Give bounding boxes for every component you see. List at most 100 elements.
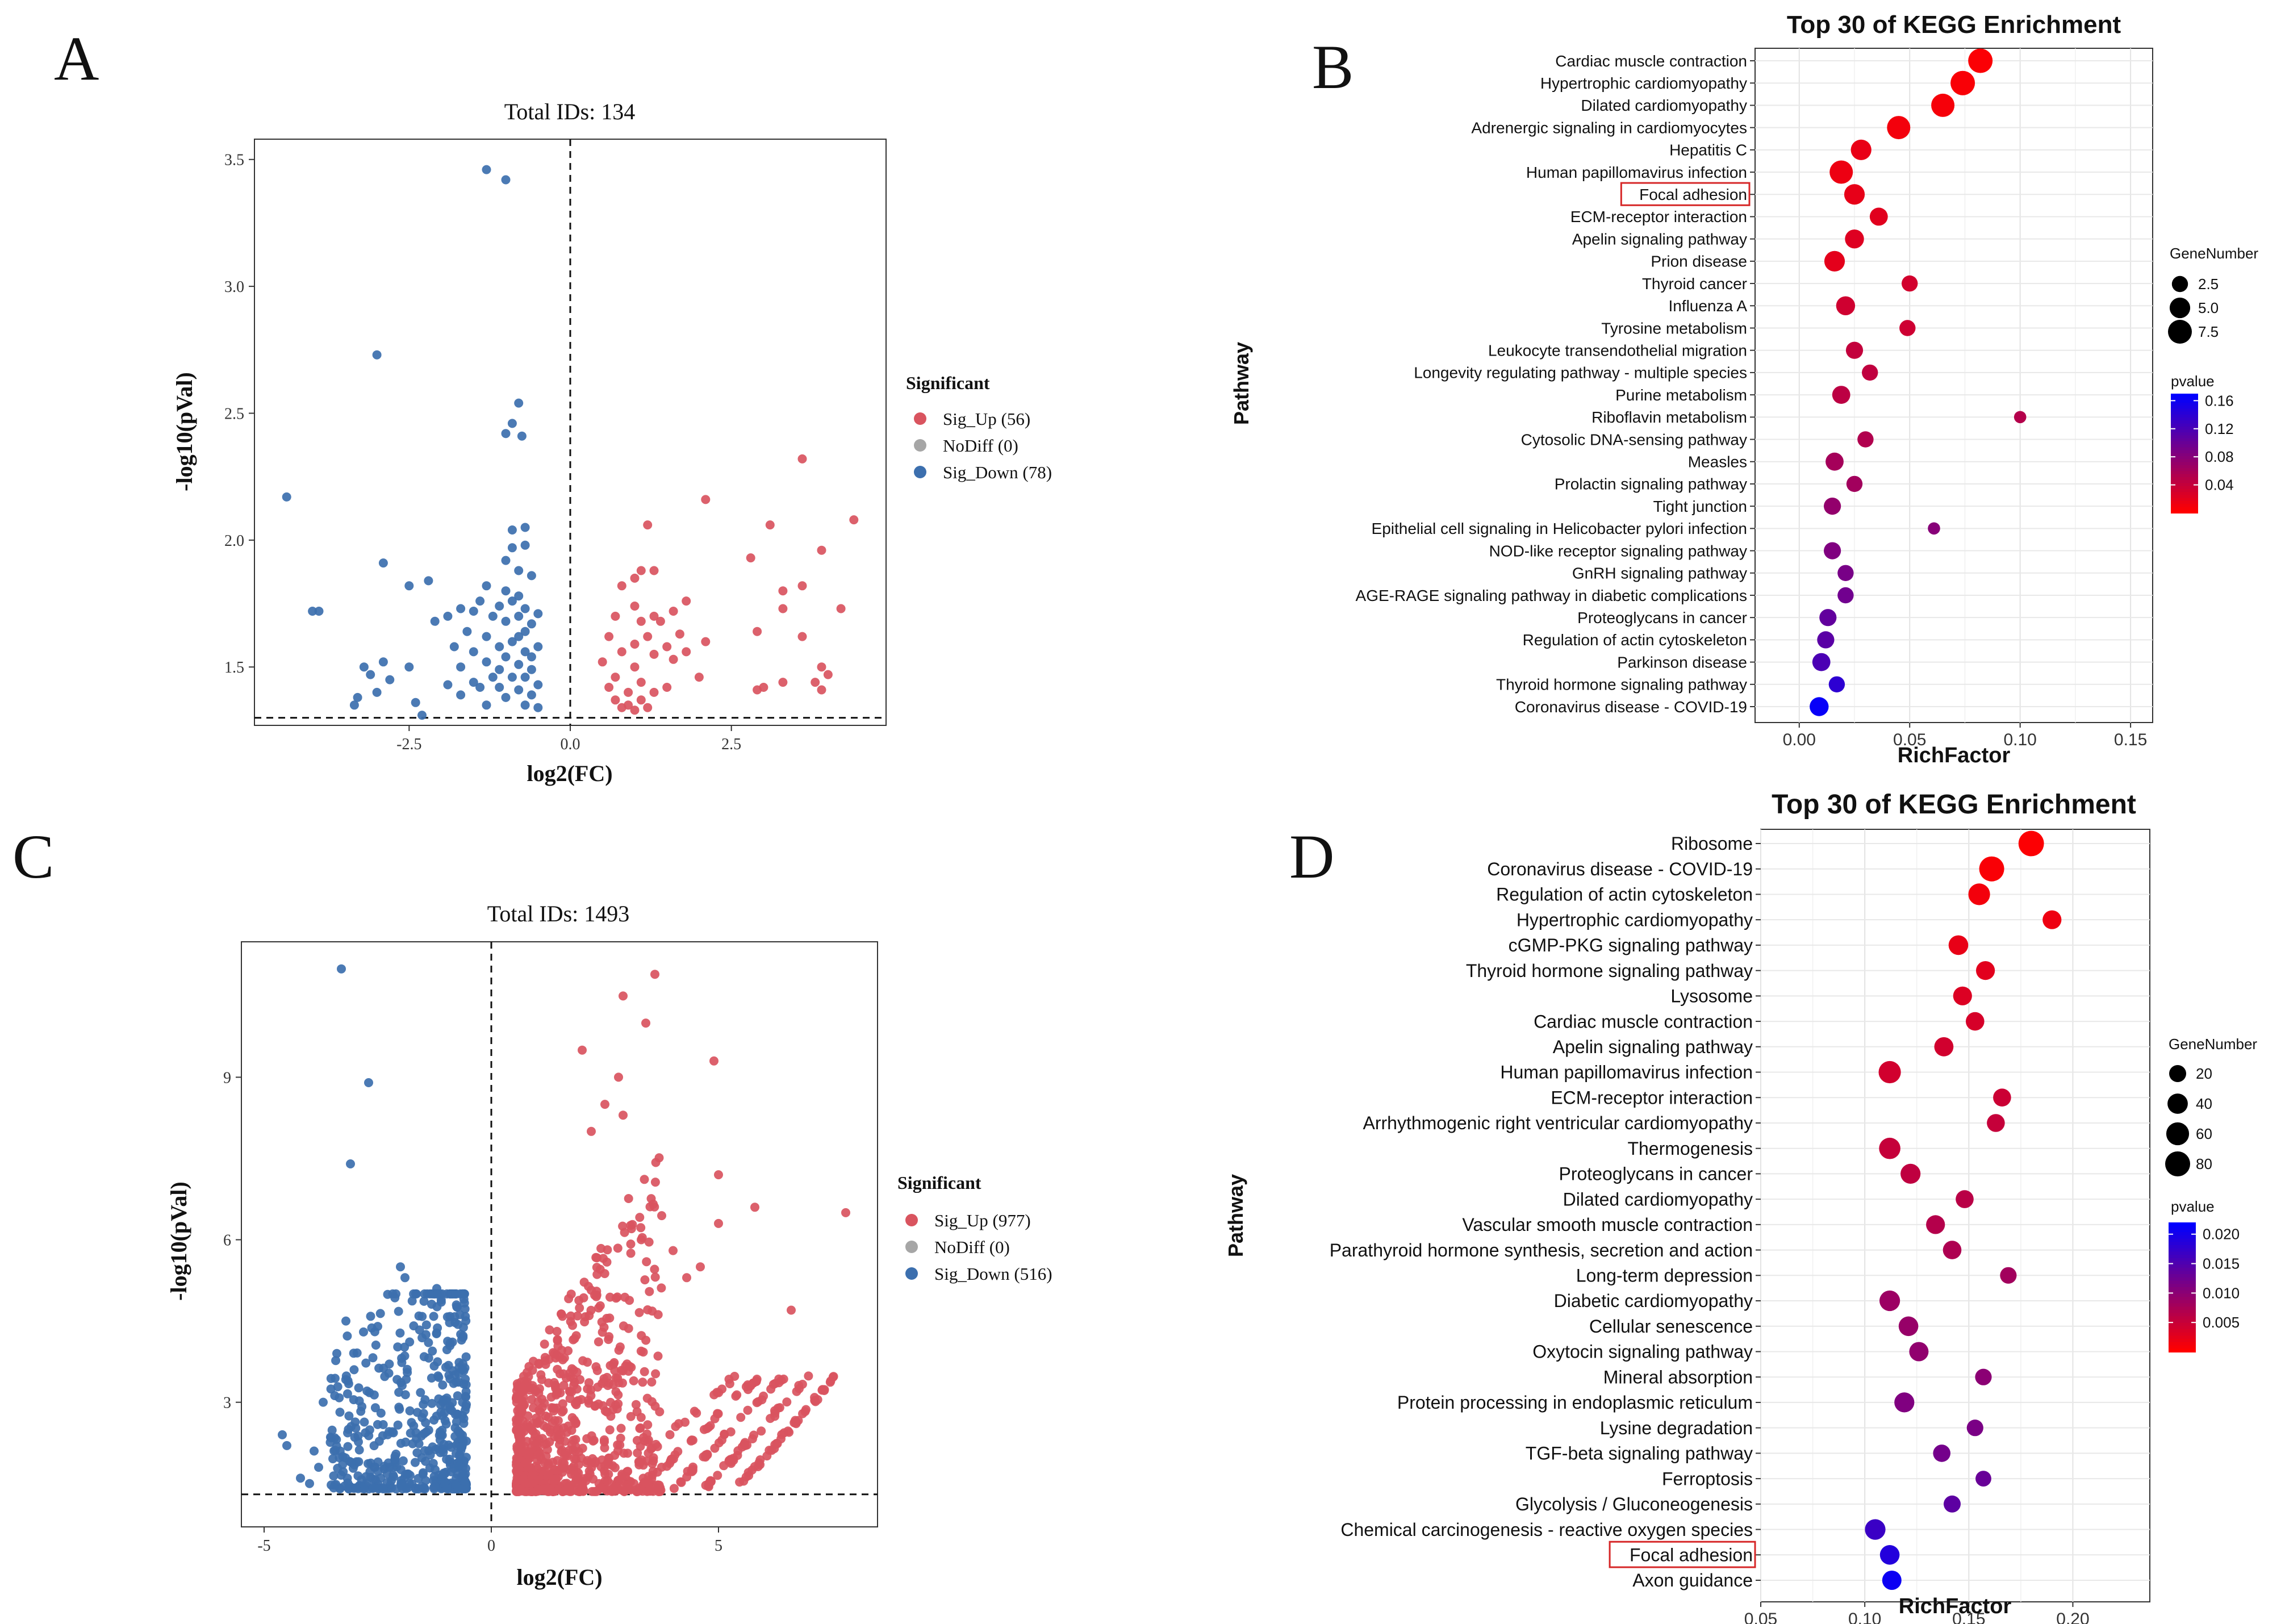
data-point-sig-up [541,1360,550,1369]
data-point-sig-down [393,1420,403,1430]
legend-swatch-c-nodiff [905,1241,918,1253]
x-tick-label: 0.15 [2114,730,2147,749]
data-point-sig-up [724,1375,734,1384]
size-legend-label: 40 [2196,1095,2212,1112]
legend-title-c: Significant [897,1172,981,1193]
size-legend-title-d: GeneNumber [2169,1036,2257,1053]
data-point-sig-up [559,1380,569,1390]
pathway-label: Cardiac muscle contraction [1555,52,1747,70]
data-point-sig-up [561,1448,570,1458]
pathway-label: Leukocyte transendothelial migration [1488,341,1747,359]
data-point-sig-up [548,1348,558,1358]
data-point-sig-up [555,1440,564,1450]
pathway-bubble [1934,1037,1954,1057]
color-legend-label: 0.015 [2203,1255,2240,1272]
data-point-sig-down [364,1078,373,1087]
pathway-label: Hypertrophic cardiomyopathy [1540,74,1747,92]
data-point-sig-down [458,1331,468,1341]
data-point-sig-down [449,642,459,652]
pathway-bubble [1966,1420,1983,1437]
data-point-sig-up [619,1111,628,1120]
pathway-bubble [1879,1290,1900,1312]
data-point-sig-down [378,558,388,568]
legend-a: Significant Sig_Up (56) NoDiff (0) Sig_D… [906,373,1052,482]
data-point-sig-up [817,545,826,555]
data-point-sig-up [594,1399,603,1409]
data-point-sig-down [378,1484,388,1494]
size-legend-label: 7.5 [2198,323,2219,340]
x-tick-label: 0.0 [561,736,580,753]
data-point-sig-up [586,1305,596,1315]
pathway-bubble [1824,498,1841,515]
data-point-sig-up [636,616,646,626]
data-point-sig-down [349,1365,359,1375]
data-point-sig-down [354,1457,364,1467]
data-point-sig-down [404,662,414,672]
data-point-sig-up [522,1379,532,1389]
data-point-sig-up [600,1269,609,1279]
data-point-sig-down [366,1458,375,1468]
pathway-bubble [2014,411,2027,424]
data-point-sig-down [429,1312,438,1321]
data-point-sig-up [624,1194,633,1203]
data-point-sig-down [514,632,524,641]
data-point-sig-down [366,670,375,679]
color-legend-band [2169,1303,2196,1308]
data-point-sig-up [603,1457,613,1467]
data-point-sig-down [305,1479,314,1488]
data-point-sig-up [568,1321,577,1330]
data-point-sig-down [462,627,472,636]
data-point-sig-down [443,680,453,690]
color-legend-band [2171,426,2198,430]
color-legend-band [2169,1329,2196,1333]
data-point-sig-down [372,350,382,360]
pathway-label: Lysosome [1670,986,1753,1007]
pathway-bubble [1909,1342,1929,1362]
data-point-sig-down [335,1393,344,1402]
data-point-sig-down [458,1397,467,1407]
x-tick-label: 0.00 [1783,730,1816,749]
color-legend-band [2169,1235,2196,1239]
data-point-sig-down [452,1417,461,1427]
data-point-sig-down [388,1463,398,1472]
data-point-sig-up [654,1153,664,1163]
data-point-sig-down [456,662,466,672]
pathway-bubble [1845,229,1864,249]
data-point-sig-up [657,1211,666,1221]
pathway-bubble [1900,1163,1921,1184]
data-point-sig-up [540,1398,549,1408]
panel-letter-d: D [1289,822,1334,891]
data-point-sig-down [359,662,369,672]
data-point-sig-down [495,602,504,611]
data-point-sig-up [535,1485,545,1495]
data-point-sig-down [351,1423,361,1433]
data-point-sig-up [620,1228,629,1237]
data-point-sig-down [404,581,414,591]
x-axis-label-c: log2(FC) [516,1564,602,1590]
data-point-sig-down [533,703,543,712]
color-legend-band [2171,447,2198,451]
data-point-sig-down [520,627,530,636]
data-point-sig-up [600,1437,609,1447]
data-point-sig-down [475,596,485,606]
data-point-sig-down [424,576,433,586]
color-legend-band [2169,1222,2196,1226]
data-point-sig-down [520,540,530,550]
data-point-sig-down [445,1405,455,1414]
data-point-sig-down [351,1483,361,1493]
color-legend-label: 0.010 [2203,1284,2240,1301]
color-legend-band [2169,1300,2196,1304]
data-point-sig-down [450,1318,460,1327]
color-legend-band [2171,498,2198,502]
data-point-sig-up [768,1380,778,1389]
data-point-sig-down [456,604,466,613]
data-point-sig-down [412,1448,422,1458]
data-point-sig-up [515,1475,525,1485]
data-point-sig-up [531,1385,540,1395]
pathway-label: Proteoglycans in cancer [1577,609,1747,627]
color-legend-band [2171,465,2198,469]
pathway-bubble [2000,1267,2017,1284]
data-point-sig-down [448,1366,458,1376]
data-point-sig-up [759,683,768,692]
y-tick-label: 2.0 [224,532,244,550]
